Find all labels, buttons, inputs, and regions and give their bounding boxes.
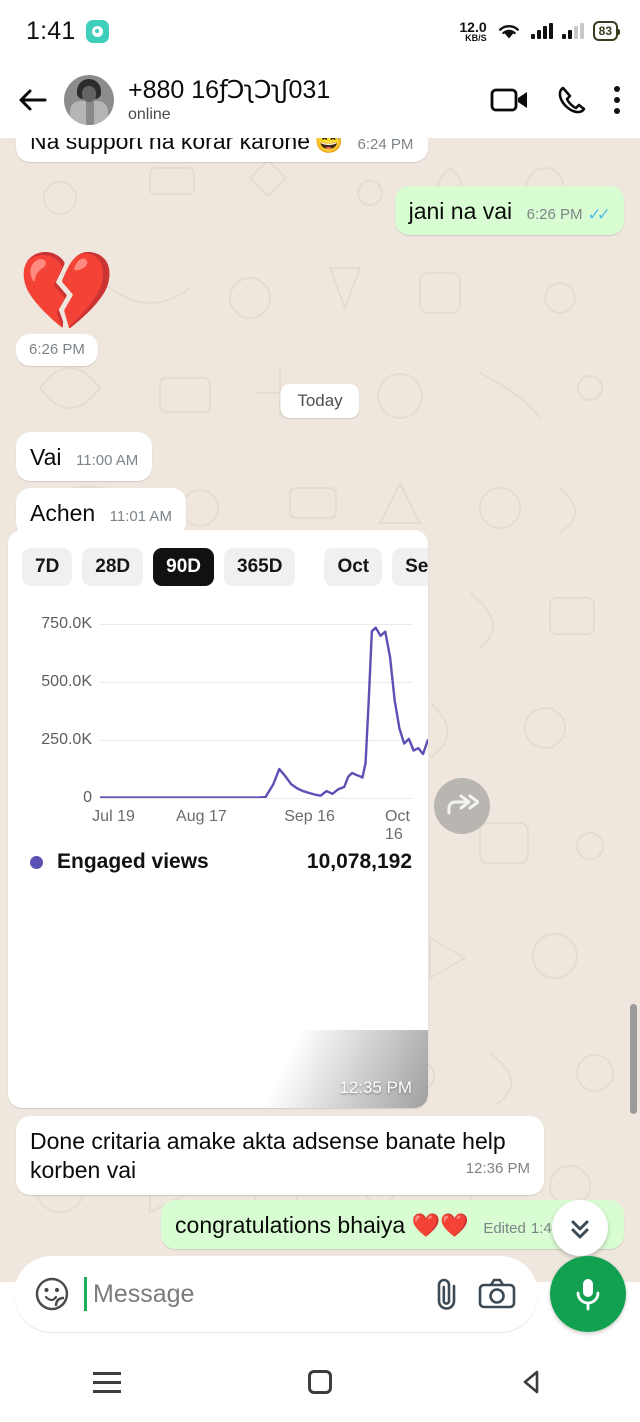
range-chip-oct[interactable]: Oct: [324, 548, 383, 586]
avatar[interactable]: [64, 75, 114, 125]
message-bubble[interactable]: Na support na korar karone 😅 6:24 PM: [16, 138, 428, 163]
message-list[interactable]: Na support na korar karone 😅 6:24 PM jan…: [0, 138, 640, 1282]
message-composer: Message: [0, 1246, 640, 1342]
message-time: 6:24 PM: [357, 138, 414, 153]
sticker-emoji-icon[interactable]: [34, 1276, 70, 1312]
chart-gridline: [100, 798, 412, 799]
message-text: Done critaria amake akta adsense banate …: [30, 1128, 506, 1184]
forward-arrow-icon: [447, 794, 479, 815]
message-input-placeholder[interactable]: Message: [93, 1279, 195, 1308]
recents-menu-icon[interactable]: [90, 1365, 124, 1399]
back-arrow-icon[interactable]: [16, 83, 50, 117]
chart-y-tick-label: 0: [83, 789, 92, 806]
message-text: Na support na korar karone: [30, 138, 310, 154]
legend-value: 10,078,192: [306, 850, 412, 873]
chart-x-tick-label: Jul 19: [92, 808, 135, 825]
legend-label: Engaged views: [57, 850, 209, 873]
chart-line-series: [100, 608, 428, 798]
camera-app-icon: [86, 19, 110, 43]
contact-name-obfuscated: ƒƆʅƆʅʃ: [219, 75, 289, 104]
message-bubble[interactable]: jani na vai 6:26 PM ✓✓: [394, 186, 624, 236]
app-bar-actions: [490, 84, 620, 116]
range-chip-sep[interactable]: Sep: [392, 548, 428, 586]
chart-y-tick-label: 750.0K: [41, 615, 92, 633]
kebab-menu-icon[interactable]: [614, 86, 620, 114]
camera-icon[interactable]: [478, 1277, 516, 1311]
wifi-icon: [498, 25, 519, 39]
sticker-message[interactable]: 💔: [18, 247, 116, 335]
text-caret: [84, 1277, 87, 1311]
scroll-to-bottom-button[interactable]: [552, 1200, 608, 1256]
voice-message-button[interactable]: [550, 1256, 626, 1332]
image-gradient-overlay: [198, 1030, 428, 1108]
paperclip-icon[interactable]: [430, 1276, 464, 1312]
message-bubble[interactable]: Vai 11:00 AM: [16, 432, 153, 482]
message-text: jani na vai: [408, 198, 513, 224]
sticker-timestamp-bubble[interactable]: 6:26 PM: [16, 334, 98, 366]
contact-name-prefix: +880 16: [128, 76, 220, 104]
double-chevron-down-icon: [571, 1220, 589, 1239]
status-bar-left: 1:41: [26, 16, 110, 46]
phone-call-icon[interactable]: [556, 84, 588, 116]
home-square-icon[interactable]: [303, 1365, 337, 1399]
chat-area[interactable]: Na support na korar karone 😅 6:24 PM jan…: [0, 138, 640, 1282]
range-chip-365d[interactable]: 365D: [224, 548, 296, 586]
chart-y-tick-label: 500.0K: [41, 673, 92, 691]
chart-gridline: [100, 682, 412, 684]
back-triangle-glyph: [524, 1370, 539, 1394]
day-divider: Today: [280, 384, 360, 418]
legend-color-dot: [30, 855, 43, 869]
read-receipt-icon: ✓✓: [587, 204, 611, 224]
forward-message-button[interactable]: [434, 778, 490, 834]
network-speed: 12.0 KB/S: [459, 20, 486, 43]
status-bar-right: 12.0 KB/S 83: [459, 20, 621, 43]
line-chart-plot: 0 250.0K 500.0K 750.0K Jul 19 Aug 17 Sep 16 Oc…: [18, 608, 412, 843]
chat-app-bar: +880 16ƒƆʅƆʅʃ031 online: [0, 62, 640, 138]
status-bar: 1:41 12.0 KB/S 83: [0, 0, 640, 62]
message-bubble[interactable]: Done critaria amake akta adsense banate …: [16, 1116, 544, 1195]
contact-info[interactable]: +880 16ƒƆʅƆʅʃ031 online: [128, 76, 476, 124]
chart-image-message[interactable]: 7D 28D 90D 365D Oct Sep 0 250.0K 500.0K 750…: [8, 530, 428, 1108]
message-time: 11:01 AM: [109, 508, 172, 525]
message-time: 11:00 AM: [76, 452, 139, 469]
message-time: 6:26 PM: [29, 341, 85, 358]
chart-gridline: [100, 624, 412, 626]
chat-scrollbar[interactable]: [630, 1004, 637, 1114]
chart-x-tick-label: Oct 16: [384, 808, 410, 843]
network-speed-value: 12.0: [459, 18, 487, 35]
message-edited-label: Edited: [483, 1220, 526, 1237]
chart-gridline: [100, 740, 412, 742]
presence-status: online: [128, 106, 171, 123]
range-chip-row[interactable]: 7D 28D 90D 365D Oct Sep: [8, 530, 428, 594]
contact-name: +880 16ƒƆʅƆʅʃ031: [128, 75, 476, 105]
chart-x-tick-label: Sep 16: [284, 808, 335, 825]
battery-indicator: 83: [592, 21, 621, 41]
back-triangle-icon[interactable]: [516, 1365, 550, 1399]
android-nav-bar: [0, 1342, 640, 1422]
message-time: 12:35 PM: [339, 1078, 412, 1097]
range-chip-90d[interactable]: 90D: [153, 548, 215, 586]
status-clock: 1:41: [26, 16, 76, 45]
message-time: 12:36 PM: [465, 1160, 530, 1178]
message-bubble[interactable]: Achen 11:01 AM: [16, 488, 186, 538]
chart-y-tick-label: 250.0K: [41, 731, 92, 749]
message-text: Vai: [30, 444, 62, 470]
message-text: congratulations bhaiya ❤️❤️: [175, 1212, 469, 1238]
video-call-icon[interactable]: [490, 85, 530, 115]
message-bubble[interactable]: congratulations bhaiya ❤️❤️ Edited 1:40 …: [161, 1200, 624, 1250]
signal-bars-icon-1: [530, 23, 553, 39]
range-chip-28d[interactable]: 28D: [82, 548, 144, 586]
range-chip-7d[interactable]: 7D: [22, 548, 73, 586]
chart-legend: Engaged views 10,078,192: [8, 838, 428, 874]
message-input-bar[interactable]: Message: [14, 1256, 538, 1332]
chart-x-tick-label: Aug 17: [176, 808, 227, 825]
network-speed-unit: KB/S: [465, 32, 487, 43]
microphone-icon: [576, 1279, 600, 1311]
contact-name-suffix: 031: [288, 76, 331, 104]
message-time: 6:26 PM: [526, 206, 583, 223]
message-meta: 6:26 PM ✓✓: [526, 204, 611, 225]
signal-bars-icon-2: [561, 23, 584, 39]
message-text: Achen: [30, 500, 96, 526]
